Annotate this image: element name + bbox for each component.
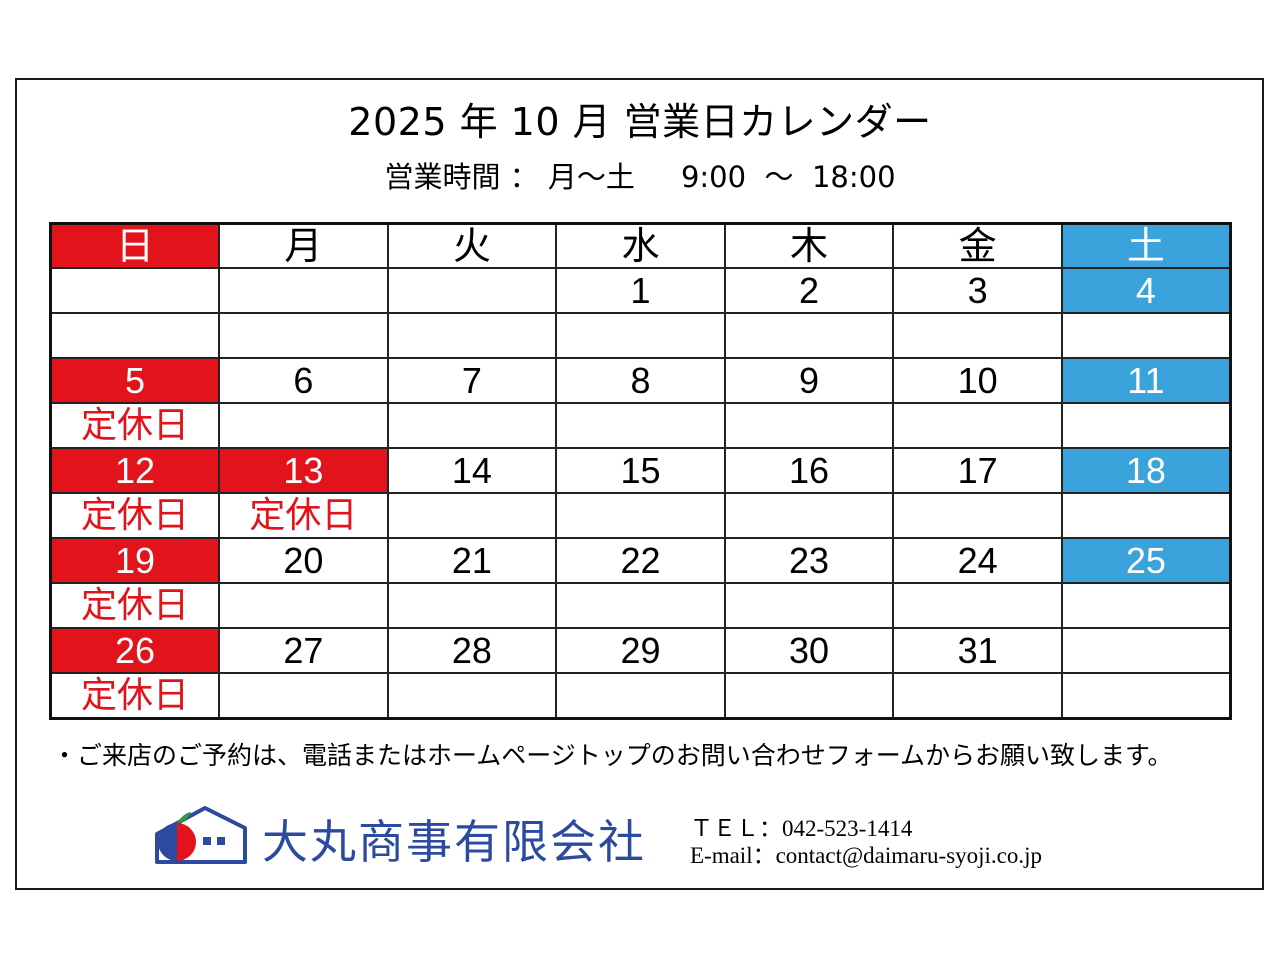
date-cell: 22 — [555, 537, 726, 584]
date-cell: 9 — [723, 357, 895, 404]
date-cell: 31 — [892, 627, 1063, 674]
date-cell: 18 — [1060, 447, 1232, 494]
note-cell — [386, 582, 558, 629]
note-cell — [218, 402, 389, 449]
email-address: E-mail：contact@daimaru-syoji.co.jp — [690, 843, 1043, 868]
note-cell — [218, 672, 389, 720]
calendar-frame — [15, 78, 1264, 890]
weekday-sun: 日 — [49, 222, 221, 269]
note-cell — [49, 312, 221, 359]
closed-day-label: 定休日 — [49, 582, 221, 629]
date-row: 12 13 14 15 16 17 18 — [49, 447, 1232, 494]
date-cell — [49, 267, 221, 314]
date-cell: 7 — [386, 357, 558, 404]
calendar-table: 日月火水木金土 1 2 3 4 5 6 7 8 9 10 11 定休日 12 13 14 15 16 17 18 定休日… — [49, 222, 1232, 720]
note-cell — [892, 312, 1063, 359]
date-cell: 29 — [555, 627, 726, 674]
date-cell: 3 — [892, 267, 1063, 314]
date-cell: 20 — [218, 537, 389, 584]
date-cell: 4 — [1060, 267, 1232, 314]
note-cell — [218, 582, 389, 629]
note-row: 定休日 — [49, 672, 1232, 720]
date-cell: 23 — [723, 537, 895, 584]
date-cell: 17 — [892, 447, 1063, 494]
house-apple-logo-icon — [155, 806, 247, 864]
note-cell — [386, 672, 558, 720]
note-cell — [1060, 402, 1232, 449]
date-cell: 27 — [218, 627, 389, 674]
date-cell: 24 — [892, 537, 1063, 584]
date-cell: 10 — [892, 357, 1063, 404]
date-row: 5 6 7 8 9 10 11 — [49, 357, 1232, 404]
contact-info: ＴＥＬ：042-523-1414 E-mail：contact@daimaru-… — [690, 815, 1042, 869]
date-cell: 21 — [386, 537, 558, 584]
date-cell: 11 — [1060, 357, 1232, 404]
date-cell: 14 — [386, 447, 558, 494]
tel-number: ＴＥＬ：042-523-1414 — [690, 816, 913, 841]
note-cell — [555, 312, 726, 359]
weekday-mon: 月 — [218, 222, 389, 269]
business-hours: 営業時間 ： 月～土 9:00 ～ 18:00 — [384, 160, 896, 194]
note-cell — [555, 582, 726, 629]
date-cell: 1 — [555, 267, 726, 314]
reservation-notice: ・ご来店のご予約は、電話またはホームページトップのお問い合わせフォームからお願い… — [52, 741, 1173, 770]
weekday-sat: 土 — [1060, 222, 1232, 269]
note-cell — [892, 402, 1063, 449]
date-cell: 15 — [555, 447, 726, 494]
note-cell — [723, 312, 895, 359]
weekday-thu: 木 — [723, 222, 895, 269]
company-name: 大丸商事有限会社 — [262, 815, 646, 869]
note-row: 定休日 定休日 — [49, 492, 1232, 539]
date-cell: 8 — [555, 357, 726, 404]
note-cell — [386, 312, 558, 359]
note-cell — [555, 402, 726, 449]
date-cell: 16 — [723, 447, 895, 494]
note-row — [49, 312, 1232, 359]
closed-day-label: 定休日 — [49, 402, 221, 449]
date-cell: 12 — [49, 447, 221, 494]
note-cell — [386, 402, 558, 449]
date-cell: 28 — [386, 627, 558, 674]
note-row: 定休日 — [49, 402, 1232, 449]
date-cell: 26 — [49, 627, 221, 674]
closed-day-label: 定休日 — [49, 492, 221, 539]
weekday-fri: 金 — [892, 222, 1063, 269]
page-title: 2025 年 10 月 営業日カレンダー — [348, 100, 932, 144]
note-cell — [1060, 312, 1232, 359]
note-cell — [386, 492, 558, 539]
weekday-tue: 火 — [386, 222, 558, 269]
date-cell: 19 — [49, 537, 221, 584]
date-cell: 25 — [1060, 537, 1232, 584]
note-cell — [723, 402, 895, 449]
note-cell — [892, 672, 1063, 720]
date-row: 26 27 28 29 30 31 — [49, 627, 1232, 674]
weekday-header-row: 日月火水木金土 — [49, 222, 1232, 269]
date-cell — [1060, 627, 1232, 674]
note-cell — [555, 492, 726, 539]
weekday-wed: 水 — [555, 222, 726, 269]
note-cell — [892, 582, 1063, 629]
note-cell — [1060, 492, 1232, 539]
note-cell — [723, 492, 895, 539]
date-cell: 6 — [218, 357, 389, 404]
date-cell: 5 — [49, 357, 221, 404]
note-cell — [218, 312, 389, 359]
note-cell — [1060, 672, 1232, 720]
note-cell — [1060, 582, 1232, 629]
date-row: 19 20 21 22 23 24 25 — [49, 537, 1232, 584]
date-cell: 13 — [218, 447, 389, 494]
date-cell: 2 — [723, 267, 895, 314]
date-cell — [218, 267, 389, 314]
note-cell — [555, 672, 726, 720]
note-cell — [723, 582, 895, 629]
date-cell: 30 — [723, 627, 895, 674]
note-cell — [723, 672, 895, 720]
note-row: 定休日 — [49, 582, 1232, 629]
closed-day-label: 定休日 — [218, 492, 389, 539]
date-cell — [386, 267, 558, 314]
closed-day-label: 定休日 — [49, 672, 221, 720]
note-cell — [892, 492, 1063, 539]
